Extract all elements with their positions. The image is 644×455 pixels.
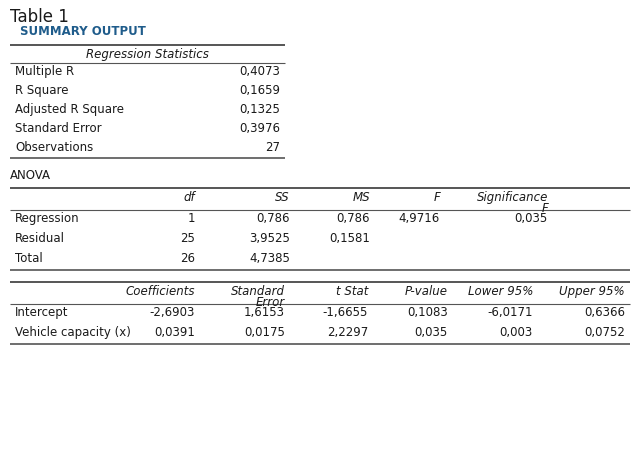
Text: F: F xyxy=(541,202,548,214)
Text: t Stat: t Stat xyxy=(336,284,368,298)
Text: 4,7385: 4,7385 xyxy=(249,252,290,264)
Text: Intercept: Intercept xyxy=(15,305,68,318)
Text: 0,035: 0,035 xyxy=(415,325,448,338)
Text: Regression: Regression xyxy=(15,212,80,224)
Text: 1,6153: 1,6153 xyxy=(244,305,285,318)
Text: 0,035: 0,035 xyxy=(515,212,548,224)
Text: 0,0175: 0,0175 xyxy=(244,325,285,338)
Text: 25: 25 xyxy=(180,232,195,244)
Text: 0,786: 0,786 xyxy=(256,212,290,224)
Text: MS: MS xyxy=(352,191,370,203)
Text: Regression Statistics: Regression Statistics xyxy=(86,48,209,61)
Text: 0,786: 0,786 xyxy=(337,212,370,224)
Text: Coefficients: Coefficients xyxy=(126,284,195,298)
Text: 0,1581: 0,1581 xyxy=(329,232,370,244)
Text: Adjusted R Square: Adjusted R Square xyxy=(15,103,124,116)
Text: 3,9525: 3,9525 xyxy=(249,232,290,244)
Text: Vehicle capacity (x): Vehicle capacity (x) xyxy=(15,325,131,338)
Text: Observations: Observations xyxy=(15,141,93,154)
Text: Residual: Residual xyxy=(15,232,65,244)
Text: Significance: Significance xyxy=(477,191,548,203)
Text: df: df xyxy=(184,191,195,203)
Text: F: F xyxy=(433,191,440,203)
Text: -1,6655: -1,6655 xyxy=(323,305,368,318)
Text: Upper 95%: Upper 95% xyxy=(560,284,625,298)
Text: Multiple R: Multiple R xyxy=(15,65,74,78)
Text: P-value: P-value xyxy=(405,284,448,298)
Text: -6,0171: -6,0171 xyxy=(488,305,533,318)
Text: 0,003: 0,003 xyxy=(500,325,533,338)
Text: Error: Error xyxy=(256,295,285,308)
Text: 2,2297: 2,2297 xyxy=(327,325,368,338)
Text: Table 1: Table 1 xyxy=(10,8,69,26)
Text: ANOVA: ANOVA xyxy=(10,169,51,182)
Text: 0,0391: 0,0391 xyxy=(154,325,195,338)
Text: Standard: Standard xyxy=(231,284,285,298)
Text: -2,6903: -2,6903 xyxy=(149,305,195,318)
Text: 0,6366: 0,6366 xyxy=(584,305,625,318)
Text: 4,9716: 4,9716 xyxy=(399,212,440,224)
Text: 27: 27 xyxy=(265,141,280,154)
Text: 0,1659: 0,1659 xyxy=(239,84,280,97)
Text: R Square: R Square xyxy=(15,84,68,97)
Text: 26: 26 xyxy=(180,252,195,264)
Text: 0,1083: 0,1083 xyxy=(407,305,448,318)
Text: 0,1325: 0,1325 xyxy=(239,103,280,116)
Text: SUMMARY OUTPUT: SUMMARY OUTPUT xyxy=(20,25,146,38)
Text: SS: SS xyxy=(276,191,290,203)
Text: Lower 95%: Lower 95% xyxy=(468,284,533,298)
Text: Standard Error: Standard Error xyxy=(15,122,102,135)
Text: 1: 1 xyxy=(187,212,195,224)
Text: 0,4073: 0,4073 xyxy=(239,65,280,78)
Text: 0,3976: 0,3976 xyxy=(239,122,280,135)
Text: Total: Total xyxy=(15,252,43,264)
Text: 0,0752: 0,0752 xyxy=(584,325,625,338)
